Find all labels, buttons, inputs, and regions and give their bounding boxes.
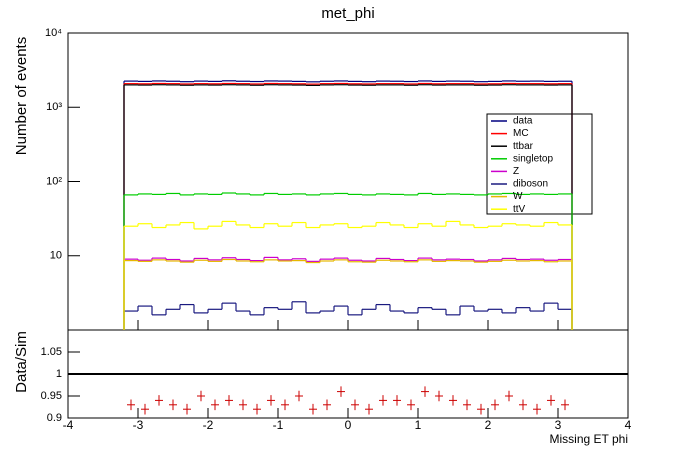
y-axis-title: Number of events	[13, 37, 30, 155]
y-tick-label: 0.9	[47, 412, 62, 424]
y-tick-label: 1	[56, 368, 62, 380]
x-tick-label: 4	[625, 418, 632, 432]
legend-label: data	[513, 116, 533, 127]
legend-label: ttV	[513, 204, 526, 215]
x-tick-label: -4	[63, 418, 74, 432]
legend-label: ttbar	[513, 141, 534, 152]
y-tick-label: 0.95	[41, 390, 62, 402]
y-tick-label: 10	[50, 250, 62, 262]
legend-label: MC	[513, 128, 529, 139]
legend-label: singletop	[513, 153, 553, 164]
y-tick-label: 10³	[46, 101, 62, 113]
legend-label: diboson	[513, 179, 548, 190]
x-tick-label: -3	[133, 418, 144, 432]
y-tick-label: 10²	[46, 175, 62, 187]
y-tick-label: 1.05	[41, 346, 62, 358]
x-tick-label: 1	[415, 418, 422, 432]
chart-title: met_phi	[321, 5, 374, 22]
y-axis-title: Data/Sim	[13, 331, 30, 393]
x-tick-label: 0	[345, 418, 352, 432]
x-tick-label: -2	[203, 418, 214, 432]
x-axis-title: Missing ET phi	[550, 432, 628, 446]
x-tick-label: -1	[273, 418, 284, 432]
x-tick-label: 3	[555, 418, 562, 432]
x-tick-label: 2	[485, 418, 492, 432]
y-tick-label: 10⁴	[45, 27, 62, 39]
legend-label: W	[513, 191, 523, 202]
legend-label: Z	[513, 166, 519, 177]
